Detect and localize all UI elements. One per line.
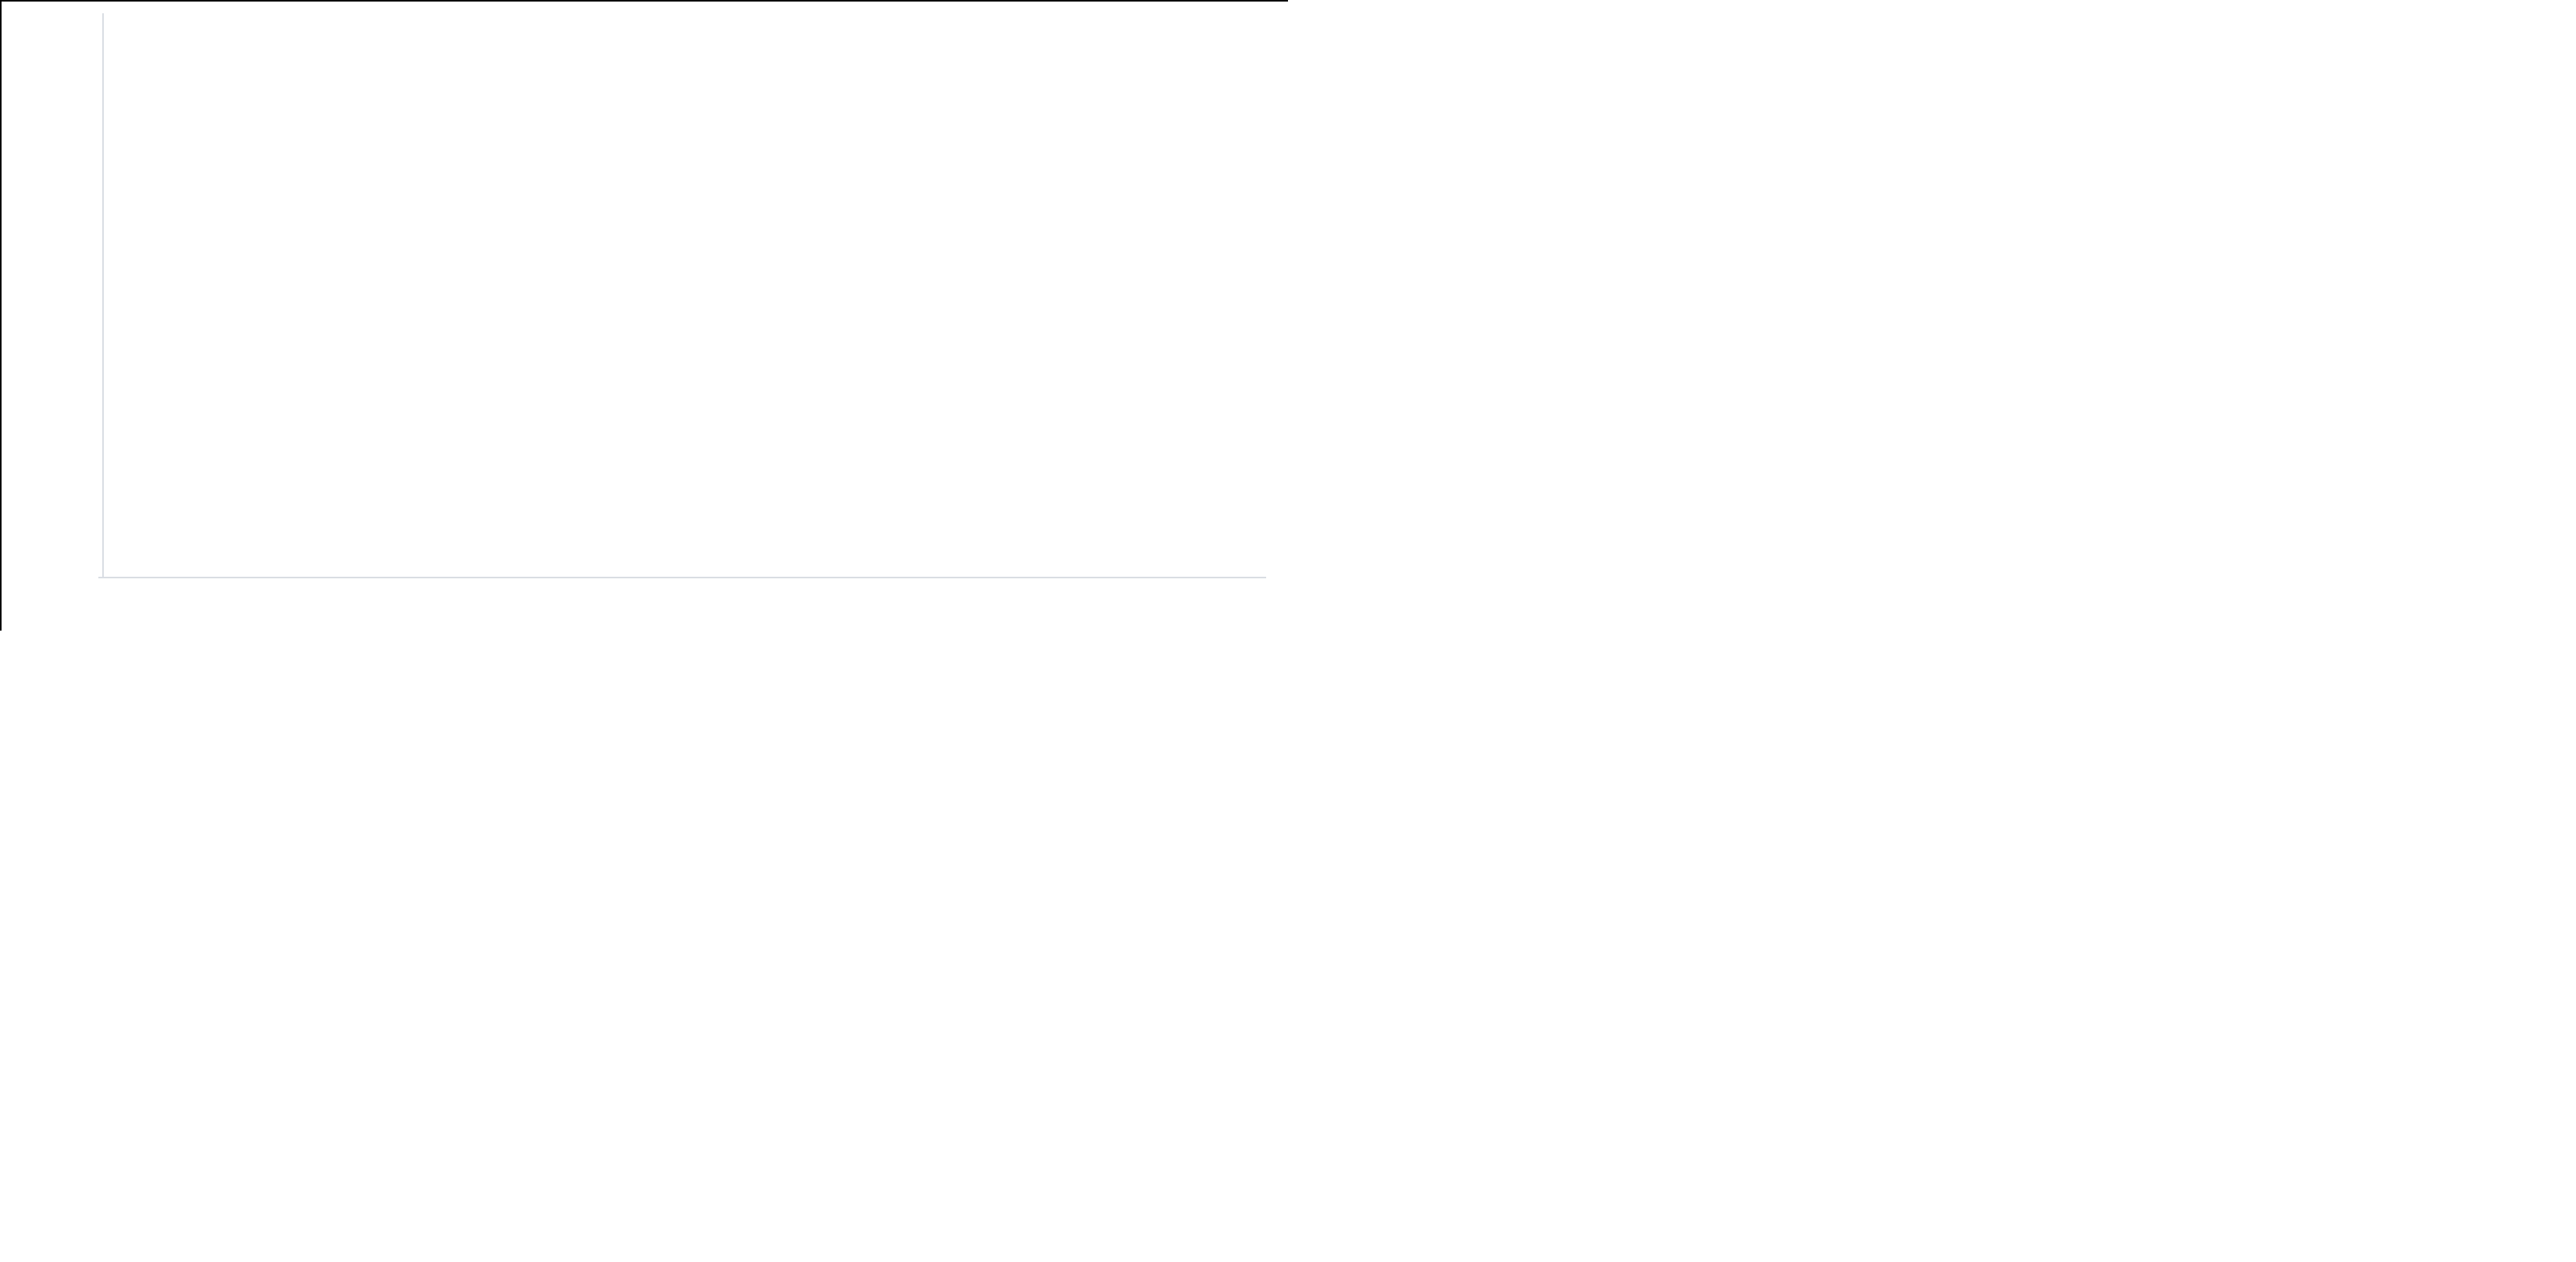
chart-container <box>0 0 1288 631</box>
chart-bg <box>2 2 1290 632</box>
line-chart <box>2 2 1290 632</box>
